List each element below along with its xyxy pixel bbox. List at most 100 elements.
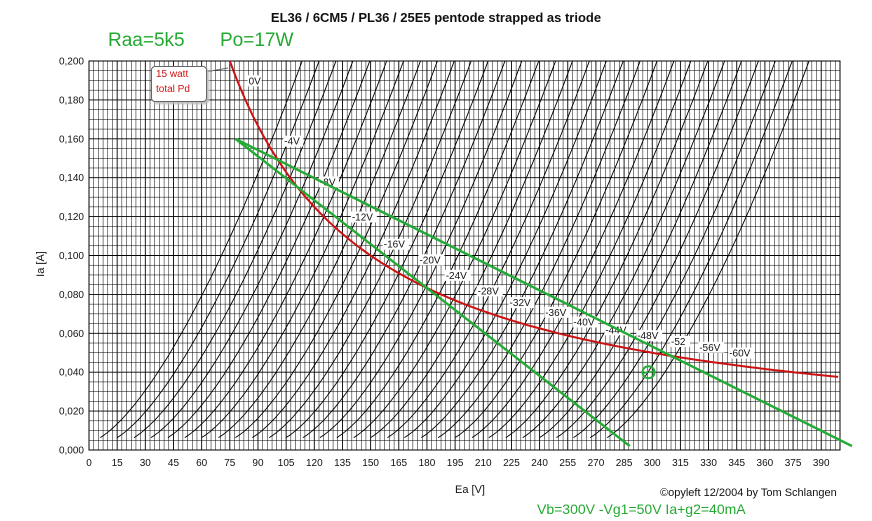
curve-label: -36V (545, 308, 566, 319)
triode-curve (404, 61, 607, 438)
y-tick-label: 0,000 (59, 446, 84, 457)
x-tick-label: 375 (785, 458, 802, 469)
x-tick-label: 0 (86, 458, 92, 469)
triode-curve (573, 61, 776, 438)
triode-curve (100, 61, 303, 438)
curve-label-bg (508, 297, 535, 309)
y-tick-label: 0,140 (59, 173, 84, 184)
triode-curve (133, 61, 337, 438)
y-tick-label: 0,020 (59, 407, 84, 418)
x-tick-label: 195 (447, 458, 464, 469)
curve-label: 0V (249, 76, 262, 87)
curve-label-bg (418, 254, 445, 266)
x-tick-label: 105 (278, 458, 295, 469)
triode-curve (167, 61, 371, 438)
curve-label-bg (444, 269, 471, 281)
curve-label: -44V (605, 325, 626, 336)
curve-label: -24V (446, 271, 467, 282)
curve-label-bg (350, 211, 377, 223)
callout-line-2: total Pd (156, 84, 190, 95)
curve-label-bg (636, 330, 663, 342)
x-tick-label: 165 (390, 458, 407, 469)
curve-label: -40V (573, 318, 594, 329)
triode-curve (590, 61, 793, 438)
x-tick-label: 255 (559, 458, 576, 469)
triode-curve (150, 61, 354, 438)
curve-label-bg (670, 335, 691, 347)
x-tick-label: 75 (224, 458, 236, 469)
curve-label: -56V (699, 343, 720, 354)
curve-label-bg (382, 238, 409, 250)
curve-label-bg (572, 316, 599, 328)
x-tick-label: 300 (644, 458, 661, 469)
y-axis-label: Ia [A] (34, 251, 47, 277)
triode-curve (218, 61, 421, 438)
y-tick-label: 0,060 (59, 329, 84, 340)
output-power-label: Po=17W (220, 30, 294, 51)
triode-curve (421, 61, 624, 438)
curve-label: -12V (352, 212, 373, 223)
operating-point-tick (642, 370, 655, 374)
y-tick-label: 0,040 (59, 368, 84, 379)
y-tick-label: 0,080 (59, 290, 84, 301)
x-tick-label: 90 (252, 458, 264, 469)
triode-curve (488, 61, 692, 438)
triode-curve (522, 61, 726, 438)
curve-label-bg (698, 341, 725, 353)
copyright-note: ©opyleft 12/2004 by Tom Schlangen (660, 487, 837, 499)
load-line (234, 137, 853, 448)
triode-curve (539, 61, 743, 438)
y-tick-label: 0,160 (59, 134, 84, 145)
triode-curve (268, 61, 472, 438)
curve-label: -32V (510, 298, 531, 309)
plot-frame (88, 60, 841, 451)
operating-point-marker (641, 365, 656, 380)
chart-title: EL36 / 6CM5 / PL36 / 25E5 pentode strapp… (270, 10, 602, 25)
curve-label-bg (283, 135, 304, 147)
x-tick-label: 120 (306, 458, 323, 469)
triode-curve (606, 61, 810, 438)
dissipation-callout: 15 watt total Pd (151, 66, 207, 102)
curve-label-bg (728, 347, 755, 359)
triode-curve (336, 61, 540, 438)
curve-label: -48V (637, 331, 658, 342)
dissipation-curve (228, 61, 839, 378)
curve-label: -16V (384, 240, 405, 251)
y-tick-label: 0,180 (59, 95, 84, 106)
y-tick-label: 0,200 (59, 57, 84, 68)
load-line (234, 137, 631, 448)
x-tick-label: 390 (813, 458, 830, 469)
x-tick-label: 180 (419, 458, 436, 469)
curve-label: -20V (419, 255, 440, 266)
triode-curve (454, 61, 658, 438)
curve-label-bg (476, 285, 503, 297)
triode-curve (252, 61, 455, 438)
x-tick-label: 60 (196, 458, 208, 469)
triode-curve (471, 61, 675, 438)
triode-curve (302, 61, 506, 438)
callout-pointer (204, 67, 229, 73)
x-tick-label: 45 (168, 458, 180, 469)
load-resistance-label: Raa=5k5 (108, 30, 185, 51)
x-tick-label: 210 (475, 458, 492, 469)
triode-curve (201, 61, 405, 438)
triode-curve (235, 61, 438, 438)
operating-conditions: Vb=300V -Vg1=50V Ia+g2=40mA (537, 501, 746, 517)
x-tick-label: 330 (700, 458, 717, 469)
x-tick-label: 225 (503, 458, 520, 469)
x-tick-label: 285 (616, 458, 633, 469)
triode-curve (556, 61, 759, 438)
y-tick-label: 0,120 (59, 212, 84, 223)
x-tick-label: 30 (140, 458, 152, 469)
curve-label: -8V (320, 177, 336, 188)
x-tick-label: 345 (728, 458, 745, 469)
x-tick-label: 15 (112, 458, 124, 469)
curve-label: -4V (284, 137, 300, 148)
x-tick-label: 240 (531, 458, 548, 469)
triode-curve (505, 61, 709, 438)
x-tick-label: 315 (672, 458, 689, 469)
x-tick-label: 150 (362, 458, 379, 469)
curve-label-bg (247, 75, 262, 87)
